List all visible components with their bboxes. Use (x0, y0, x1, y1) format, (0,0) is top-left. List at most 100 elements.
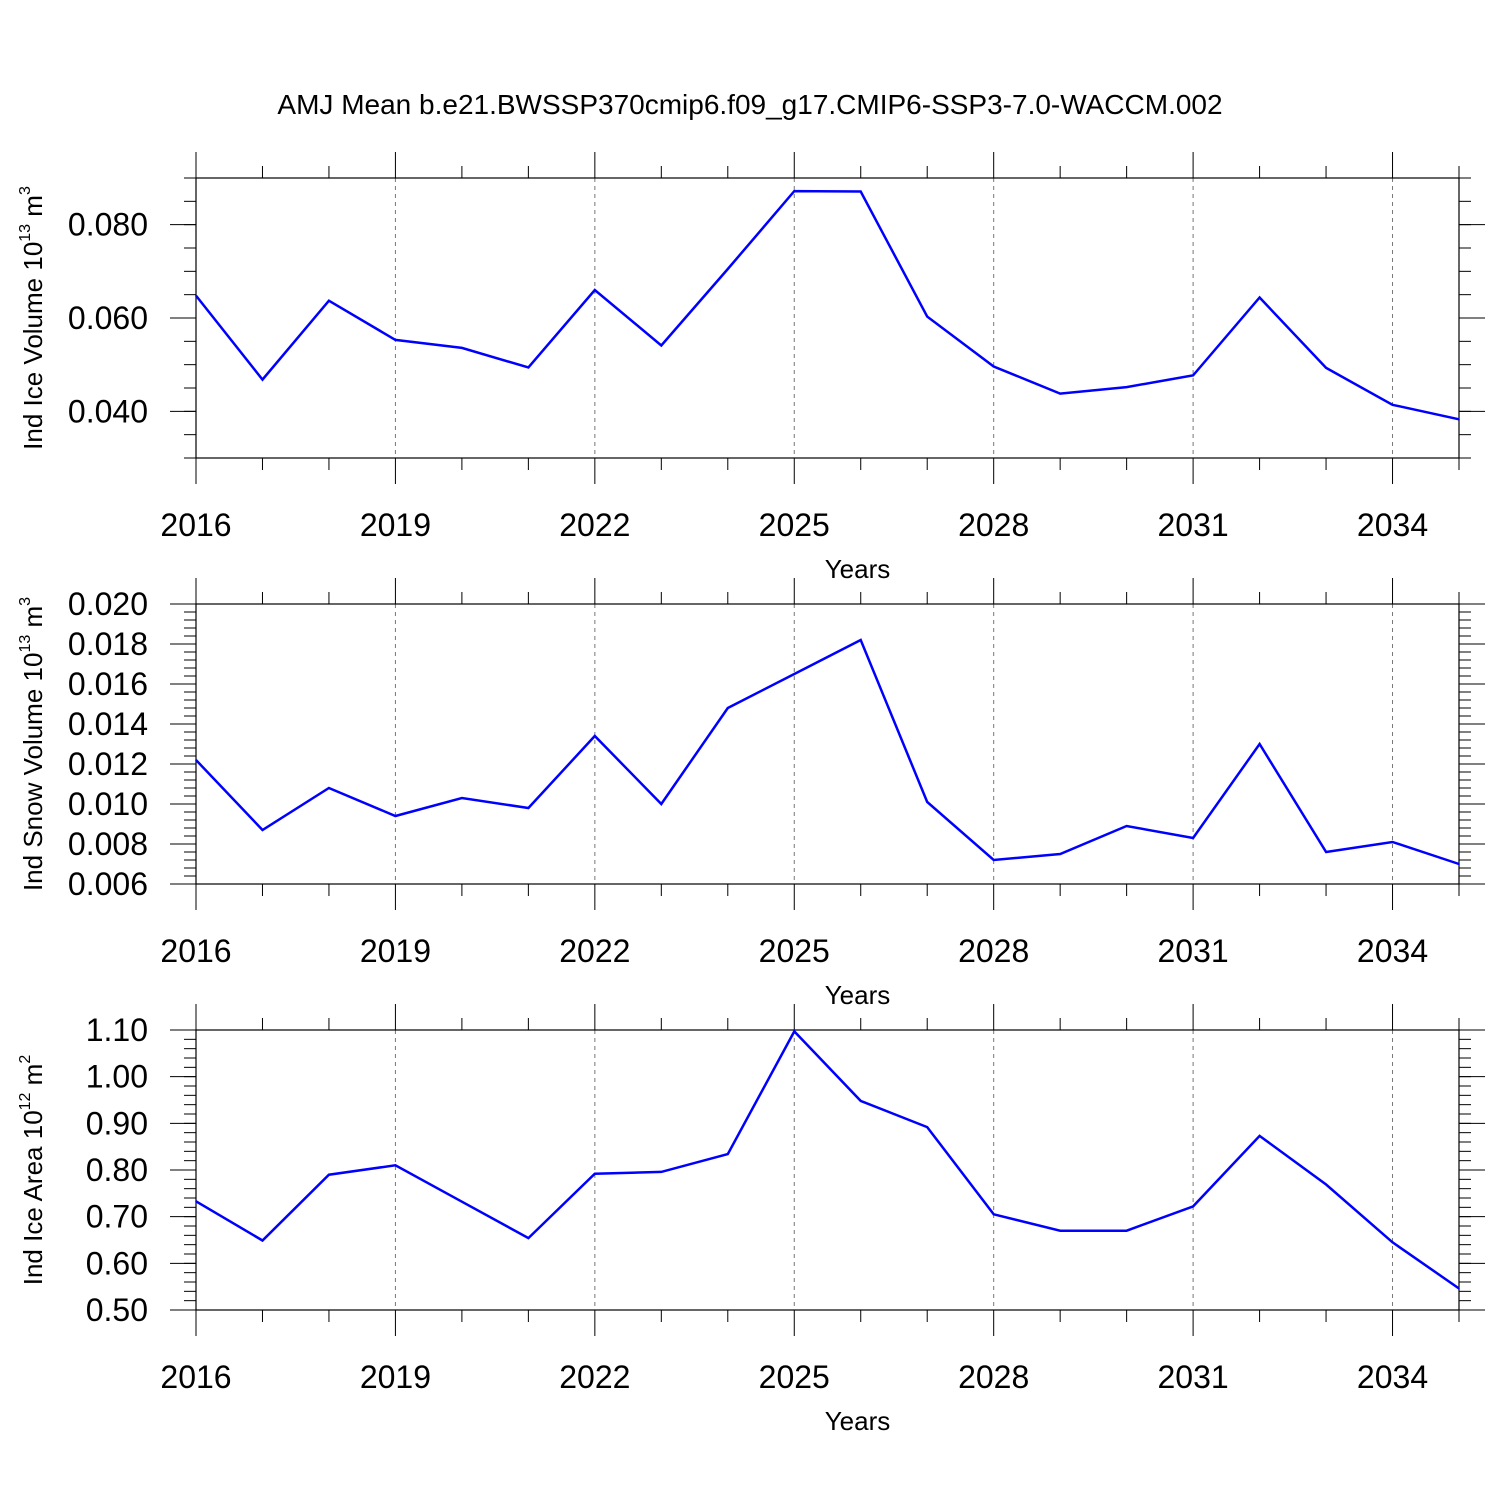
x-axis-label: Years (825, 554, 891, 584)
data-point (660, 344, 663, 347)
data-point (793, 190, 796, 192)
data-point (1258, 296, 1261, 299)
data-point (859, 639, 862, 641)
x-tick-label: 2031 (1158, 1359, 1229, 1395)
y-axis-label: Ind Ice Area 1012 m2 (17, 1055, 48, 1286)
data-point (1325, 367, 1327, 369)
y-tick-label: 0.040 (68, 393, 148, 429)
y-tick-label: 0.060 (68, 300, 148, 336)
y-tick-label: 0.006 (68, 866, 148, 902)
data-point (793, 1030, 796, 1033)
data-point (261, 829, 264, 831)
panels: 0.040 0.060 0.080 2016 2019 2022 2025 2028 2031 2… (17, 152, 1485, 1436)
y-tick-label: 0.016 (68, 666, 148, 702)
data-point (461, 797, 463, 799)
data-point (1059, 853, 1061, 855)
data-point (394, 1164, 397, 1167)
data-point (261, 378, 264, 381)
x-tick-label: 2025 (759, 507, 830, 543)
data-point (594, 735, 596, 737)
data-point (660, 803, 663, 805)
data-point (726, 1153, 729, 1155)
data-point (394, 815, 397, 817)
data-point (1458, 1287, 1460, 1290)
data-point (527, 366, 530, 369)
data-point (1458, 418, 1460, 421)
y-tick-label: 0.020 (68, 586, 148, 622)
data-point (660, 1171, 663, 1173)
data-point (394, 339, 397, 341)
y-tick-label: 0.60 (86, 1245, 148, 1281)
data-point (1059, 392, 1061, 395)
data-point (1391, 1241, 1394, 1244)
y-axis-label: Ind Snow Volume 1013 m3 (17, 597, 48, 891)
series-line (195, 1029, 1460, 1290)
data-point (1258, 1135, 1261, 1137)
y-tick-label: 0.50 (86, 1292, 148, 1328)
x-tick-label: 2016 (160, 507, 231, 543)
panel-2: 0.006 0.008 0.010 0.012 0.014 0.016 0.018 0.020… (17, 578, 1485, 1010)
y-tick-label: 0.008 (68, 826, 148, 862)
y-tick-label: 0.80 (86, 1152, 148, 1188)
data-point (1258, 743, 1261, 745)
data-point (1125, 386, 1128, 388)
y-tick-label: 0.90 (86, 1105, 148, 1141)
y-axis-label: Ind Ice Volume 1013 m3 (17, 186, 48, 450)
data-point (992, 365, 995, 368)
x-tick-label: 2019 (360, 1359, 431, 1395)
data-point (1192, 1205, 1194, 1208)
data-point (328, 787, 330, 789)
data-point (195, 294, 197, 297)
y-tick-label: 1.10 (86, 1012, 148, 1048)
plot-frame (195, 603, 1460, 885)
data-point (461, 1200, 463, 1203)
data-point (195, 759, 197, 761)
data-point (261, 1239, 264, 1242)
data-point (527, 807, 530, 809)
y-tick-label: 0.080 (68, 207, 148, 243)
y-tick-label: 0.018 (68, 626, 148, 662)
x-tick-label: 2025 (759, 933, 830, 969)
data-point (992, 1213, 995, 1216)
data-point (793, 673, 796, 675)
x-tick-label: 2022 (559, 933, 630, 969)
x-tick-label: 2031 (1158, 933, 1229, 969)
data-point (461, 347, 463, 349)
panel-1: 0.040 0.060 0.080 2016 2019 2022 2025 2028 2031 2… (17, 152, 1485, 584)
data-point (859, 1100, 862, 1102)
data-point (926, 801, 929, 803)
data-point (1391, 404, 1394, 406)
x-tick-label: 2031 (1158, 507, 1229, 543)
data-point (859, 190, 862, 193)
data-point (1325, 851, 1327, 853)
y-tick-label: 0.010 (68, 786, 148, 822)
data-point (926, 1126, 929, 1128)
x-tick-label: 2034 (1357, 933, 1428, 969)
data-point (328, 1173, 330, 1176)
x-tick-label: 2019 (360, 507, 431, 543)
y-tick-label: 0.014 (68, 706, 148, 742)
x-axis-label: Years (825, 1406, 891, 1436)
x-tick-label: 2016 (160, 1359, 231, 1395)
data-point (328, 299, 330, 302)
data-point (1325, 1183, 1327, 1186)
data-point (527, 1237, 530, 1239)
y-tick-label: 0.012 (68, 746, 148, 782)
x-tick-label: 2028 (958, 1359, 1029, 1395)
x-tick-label: 2019 (360, 933, 431, 969)
x-tick-label: 2022 (559, 507, 630, 543)
y-tick-label: 1.00 (86, 1059, 148, 1095)
series-line (195, 189, 1460, 421)
y-tick-label: 0.70 (86, 1199, 148, 1235)
x-tick-label: 2016 (160, 933, 231, 969)
data-point (594, 1172, 596, 1175)
figure-title: AMJ Mean b.e21.BWSSP370cmip6.f09_g17.CMI… (277, 89, 1222, 120)
x-tick-label: 2028 (958, 933, 1029, 969)
x-axis-label: Years (825, 980, 891, 1010)
data-point (1192, 374, 1194, 377)
data-point (726, 707, 729, 709)
x-tick-label: 2034 (1357, 1359, 1428, 1395)
data-point (594, 289, 596, 291)
